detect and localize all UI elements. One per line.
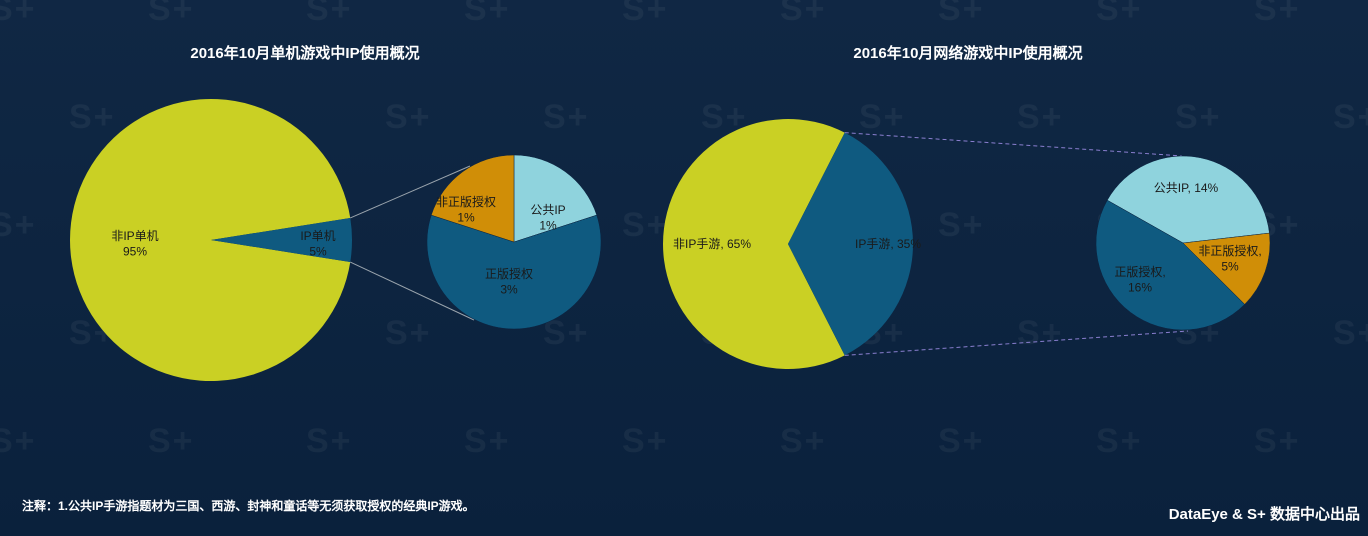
watermark-logo: S+ bbox=[464, 422, 511, 460]
watermark-logo: S+ bbox=[543, 98, 590, 136]
pie-slice-non-ip-online bbox=[663, 119, 845, 370]
pie-slice-unlicensed-online bbox=[1182, 232, 1271, 305]
label-unlicensed-online: 非正版授权, 5% bbox=[1198, 243, 1261, 274]
watermark-logo: S+ bbox=[859, 98, 906, 136]
label-non-ip-online: 非IP手游, 65% bbox=[673, 237, 751, 251]
connector-line-top bbox=[350, 165, 471, 219]
watermark-logo: S+ bbox=[1254, 0, 1301, 28]
label-ip-standalone: IP单机 5% bbox=[300, 229, 335, 259]
pie-slice-public-ip-standalone bbox=[513, 154, 598, 243]
watermark-logo: S+ bbox=[148, 422, 195, 460]
connector-line-top-online bbox=[844, 132, 1183, 157]
label-unlicensed-standalone: 非正版授权 1% bbox=[436, 194, 496, 225]
watermark-logo: S+ bbox=[148, 0, 195, 28]
connector-line-bottom bbox=[350, 261, 475, 321]
connector-line-bottom-online bbox=[844, 330, 1189, 356]
credit: DataEye & S+ 数据中心出品 bbox=[1168, 506, 1360, 523]
chart-title-standalone: 2016年10月单机游戏中IP使用概况 bbox=[190, 45, 420, 62]
watermark-logo: S+ bbox=[69, 98, 116, 136]
watermark-logo: S+ bbox=[1017, 98, 1064, 136]
watermark-logo: S+ bbox=[1333, 314, 1368, 352]
watermark-logo: S+ bbox=[1254, 422, 1301, 460]
pie-slice-public-ip-online bbox=[1106, 155, 1270, 244]
watermark-logo: S+ bbox=[385, 314, 432, 352]
watermark-logo: S+ bbox=[1017, 314, 1064, 352]
watermark-logo: S+ bbox=[780, 422, 827, 460]
pie-slice-non-ip-standalone bbox=[70, 98, 351, 382]
chart-title-online: 2016年10月网络游戏中IP使用概况 bbox=[853, 45, 1083, 62]
watermark-logo: S+ bbox=[938, 0, 985, 28]
watermark-logo: S+ bbox=[1096, 422, 1143, 460]
watermark-logo: S+ bbox=[464, 0, 511, 28]
label-non-ip-standalone: 非IP单机 95% bbox=[111, 229, 158, 259]
watermark-logo: S+ bbox=[0, 0, 37, 28]
pie-slice-licensed-standalone bbox=[426, 214, 602, 330]
watermark-logo: S+ bbox=[622, 422, 669, 460]
watermark-logo: S+ bbox=[306, 0, 353, 28]
watermark-logo: S+ bbox=[1096, 0, 1143, 28]
watermark-logo: S+ bbox=[1175, 98, 1222, 136]
watermark-logo: S+ bbox=[385, 98, 432, 136]
label-public-ip-online: 公共IP, 14% bbox=[1154, 181, 1219, 195]
watermark-logo: S+ bbox=[780, 0, 827, 28]
pie-slice-licensed-online bbox=[1095, 199, 1245, 331]
watermark-logo: S+ bbox=[0, 206, 37, 244]
pie-slice-ip-standalone bbox=[211, 217, 352, 263]
label-public-ip-standalone: 公共IP 1% bbox=[530, 203, 565, 233]
watermark-logo: S+ bbox=[622, 0, 669, 28]
watermark-logo: S+ bbox=[938, 206, 985, 244]
label-ip-online: IP手游, 35% bbox=[855, 237, 921, 251]
pie-slice-ip-online bbox=[788, 132, 914, 356]
watermark-logo: S+ bbox=[306, 422, 353, 460]
watermark-logo: S+ bbox=[0, 422, 37, 460]
watermark-logo: S+ bbox=[622, 206, 669, 244]
label-licensed-standalone: 正版授权 3% bbox=[485, 266, 533, 297]
watermark-logo: S+ bbox=[1333, 98, 1368, 136]
pie-slice-unlicensed-standalone bbox=[430, 154, 515, 243]
watermark-logo: S+ bbox=[938, 422, 985, 460]
label-licensed-online: 正版授权, 16% bbox=[1114, 264, 1165, 295]
footnote: 注释：1.公共IP手游指题材为三国、西游、封神和童话等无须获取授权的经典IP游戏… bbox=[22, 499, 475, 513]
